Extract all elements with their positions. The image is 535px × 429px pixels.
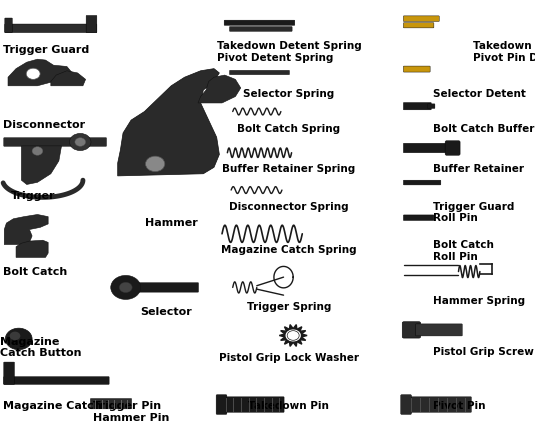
Text: Takedown Pin: Takedown Pin	[248, 401, 330, 411]
Polygon shape	[8, 59, 72, 86]
Polygon shape	[300, 337, 305, 340]
Text: Bolt Catch
Roll Pin: Bolt Catch Roll Pin	[433, 240, 494, 262]
Text: Selector: Selector	[140, 307, 192, 317]
Circle shape	[75, 138, 86, 146]
FancyBboxPatch shape	[219, 397, 284, 412]
FancyBboxPatch shape	[403, 23, 434, 28]
Text: Hammer Spring: Hammer Spring	[433, 296, 525, 306]
FancyBboxPatch shape	[403, 180, 441, 185]
Text: Magazine Catch Spring: Magazine Catch Spring	[221, 245, 357, 254]
Circle shape	[146, 156, 165, 172]
Text: Trigger Pin
Hammer Pin: Trigger Pin Hammer Pin	[93, 401, 169, 423]
Polygon shape	[21, 146, 62, 184]
FancyBboxPatch shape	[403, 143, 453, 153]
FancyBboxPatch shape	[403, 215, 434, 221]
Polygon shape	[285, 327, 289, 331]
Polygon shape	[198, 75, 241, 103]
Text: Buffer Retainer: Buffer Retainer	[433, 164, 524, 174]
Text: Magazine Catch: Magazine Catch	[3, 401, 101, 411]
Text: Buffer Retainer Spring: Buffer Retainer Spring	[222, 164, 356, 174]
Text: Selector Detent: Selector Detent	[433, 89, 526, 99]
Circle shape	[26, 68, 40, 79]
FancyBboxPatch shape	[90, 399, 132, 409]
Text: Selector Spring: Selector Spring	[243, 89, 334, 99]
Text: Takedown Detent Spring
Pivot Detent Spring: Takedown Detent Spring Pivot Detent Spri…	[217, 41, 361, 63]
Polygon shape	[281, 337, 286, 340]
Polygon shape	[297, 340, 302, 344]
Text: Disconnector: Disconnector	[3, 120, 85, 130]
FancyBboxPatch shape	[4, 138, 106, 146]
Polygon shape	[300, 331, 305, 334]
FancyBboxPatch shape	[402, 322, 421, 338]
Text: Trigger Guard
Roll Pin: Trigger Guard Roll Pin	[433, 202, 515, 223]
FancyBboxPatch shape	[5, 24, 97, 33]
Polygon shape	[289, 341, 293, 346]
Polygon shape	[293, 325, 297, 329]
Text: Pistol Grip Screw: Pistol Grip Screw	[433, 347, 534, 357]
FancyBboxPatch shape	[427, 104, 435, 109]
Polygon shape	[51, 71, 86, 86]
Polygon shape	[279, 334, 285, 337]
FancyBboxPatch shape	[4, 362, 14, 384]
FancyBboxPatch shape	[86, 15, 97, 33]
Text: Disconnector Spring: Disconnector Spring	[229, 202, 349, 211]
FancyBboxPatch shape	[216, 395, 227, 414]
Text: Trigger Spring: Trigger Spring	[247, 302, 331, 311]
FancyBboxPatch shape	[403, 103, 431, 110]
Polygon shape	[118, 69, 219, 176]
FancyBboxPatch shape	[445, 141, 460, 155]
Text: Pistol Grip Lock Washer: Pistol Grip Lock Washer	[219, 353, 359, 363]
FancyBboxPatch shape	[230, 27, 292, 31]
Polygon shape	[293, 341, 297, 346]
Text: Bolt Catch Buffer: Bolt Catch Buffer	[433, 124, 534, 133]
Text: Bolt Catch: Bolt Catch	[3, 267, 67, 277]
Polygon shape	[281, 331, 286, 334]
Polygon shape	[4, 214, 48, 245]
Text: Trigger Guard: Trigger Guard	[3, 45, 89, 55]
Circle shape	[111, 275, 141, 299]
FancyBboxPatch shape	[403, 66, 430, 72]
Polygon shape	[16, 240, 48, 257]
Circle shape	[119, 282, 132, 293]
Polygon shape	[302, 334, 307, 337]
Text: Magazine
Catch Button: Magazine Catch Button	[0, 337, 81, 358]
Polygon shape	[285, 340, 289, 344]
Circle shape	[5, 328, 32, 350]
Circle shape	[10, 332, 20, 340]
Circle shape	[32, 147, 43, 155]
FancyBboxPatch shape	[403, 397, 471, 412]
FancyBboxPatch shape	[403, 16, 439, 21]
Circle shape	[287, 331, 299, 340]
Text: Trigger: Trigger	[11, 191, 55, 201]
FancyBboxPatch shape	[401, 395, 411, 414]
FancyBboxPatch shape	[416, 324, 462, 336]
FancyBboxPatch shape	[114, 283, 198, 292]
Polygon shape	[297, 327, 302, 331]
Text: Bolt Catch Spring: Bolt Catch Spring	[238, 124, 340, 134]
Polygon shape	[289, 325, 293, 329]
FancyBboxPatch shape	[224, 20, 295, 25]
Circle shape	[70, 133, 91, 151]
FancyBboxPatch shape	[5, 18, 12, 33]
FancyBboxPatch shape	[4, 377, 109, 384]
Text: Pivot Pin: Pivot Pin	[433, 401, 486, 411]
FancyBboxPatch shape	[230, 70, 289, 75]
Text: Hammer: Hammer	[145, 218, 197, 227]
Text: Takedown Pin Detent
Pivot Pin Detent: Takedown Pin Detent Pivot Pin Detent	[473, 41, 535, 63]
